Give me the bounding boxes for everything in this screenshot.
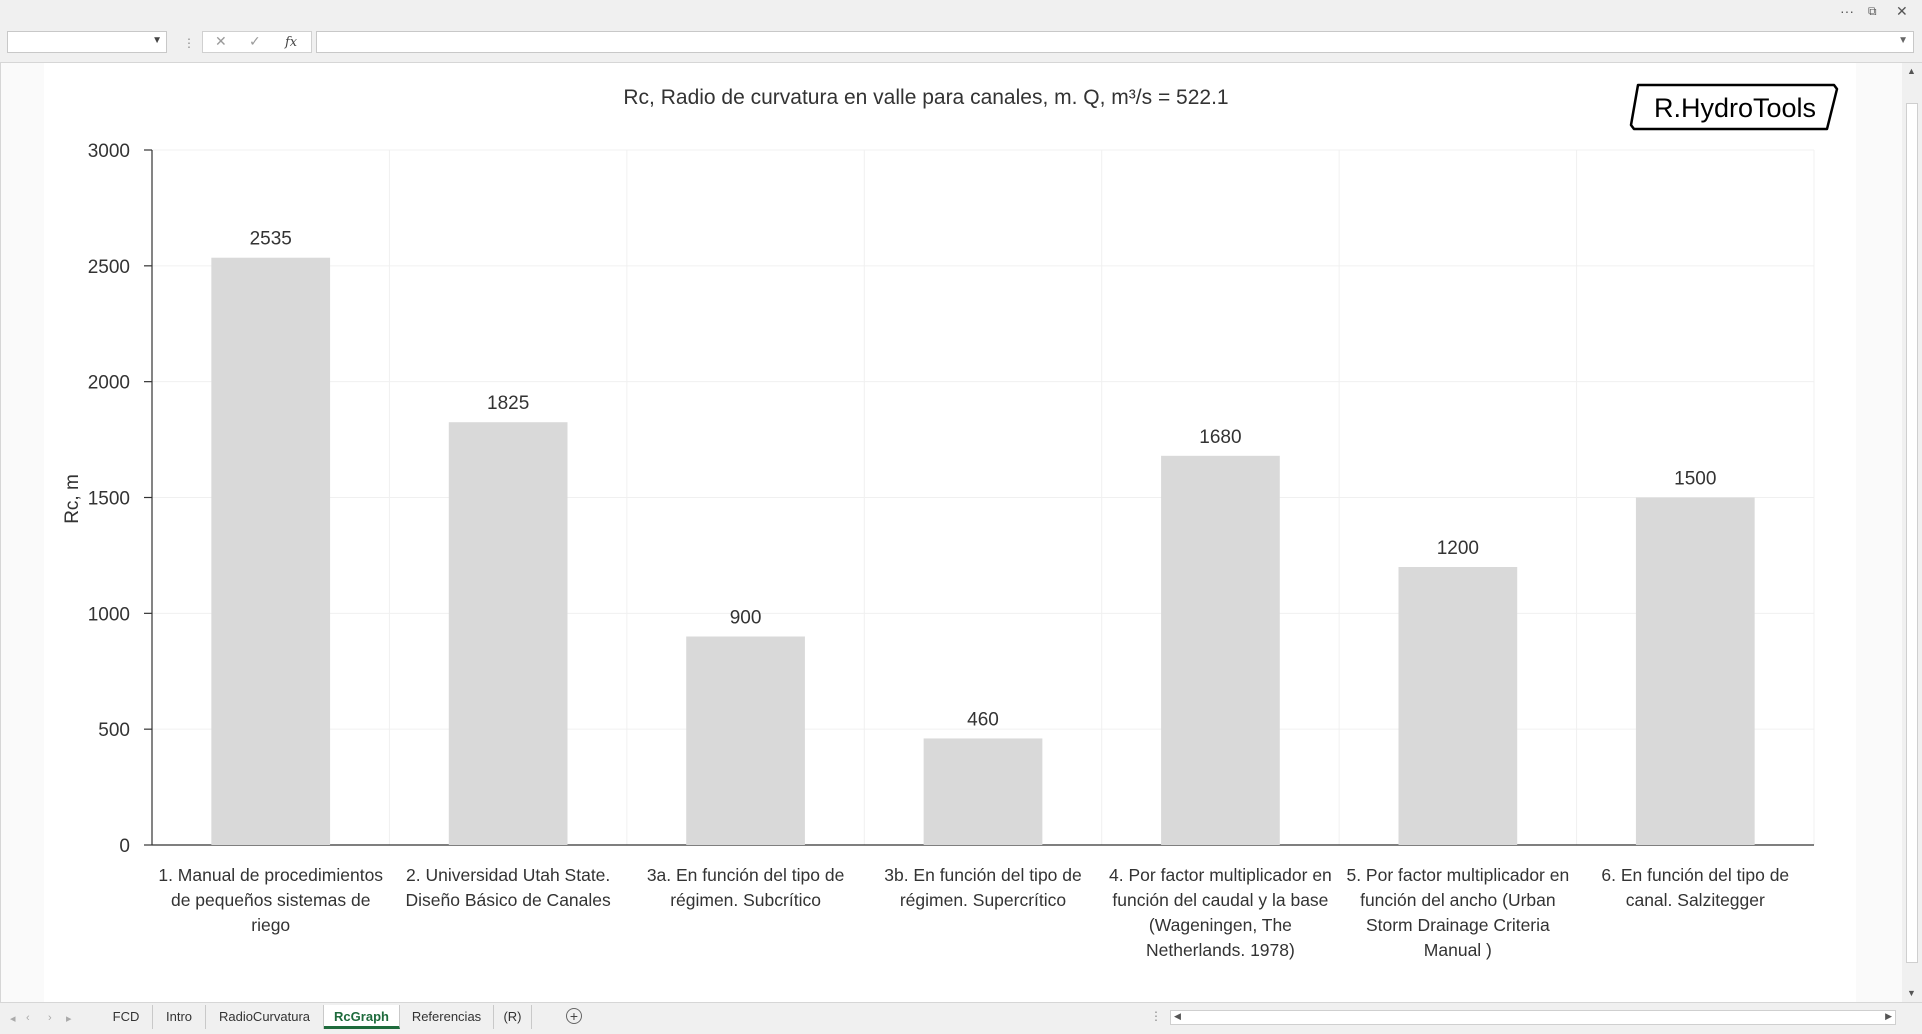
x-category-line: 4. Por factor multiplicador en: [1109, 865, 1332, 885]
expand-formula-icon[interactable]: ▼: [1898, 35, 1908, 46]
y-tick-label: 1000: [88, 604, 130, 625]
prev-sheet-icon[interactable]: ‹: [26, 1012, 30, 1024]
last-sheet-icon[interactable]: ▸: [66, 1013, 72, 1025]
cancel-icon[interactable]: ✕: [215, 34, 227, 50]
x-category-line: 3a. En función del tipo de: [647, 865, 845, 885]
ellipsis-icon[interactable]: ···: [1840, 3, 1854, 19]
bar-chart: 0 500 1000 1500 2000 2500 3000 1. Manual de pro…: [62, 83, 1839, 960]
x-category-label: 3a. En función del tipo de régimen. Subcr…: [647, 865, 845, 910]
bar[interactable]: [686, 636, 805, 846]
y-tick-label: 2500: [88, 257, 130, 278]
chevron-down-icon[interactable]: ▼: [152, 35, 162, 46]
x-category-label: 2. Universidad Utah State. Diseño Básico …: [406, 865, 612, 910]
formula-input[interactable]: ▼: [316, 31, 1914, 53]
chart-title: Rc, Radio de curvatura en valle para can…: [623, 86, 1228, 109]
x-category-line: régimen. Subcrítico: [670, 890, 821, 910]
scroll-up-icon[interactable]: ▲: [1907, 66, 1916, 76]
check-icon[interactable]: ✓: [249, 34, 261, 50]
bar-value-label: 2535: [250, 229, 292, 250]
formula-buttons: ✕ ✓ fx: [202, 31, 312, 53]
insert-function-icon[interactable]: fx: [285, 35, 298, 50]
scroll-right-icon[interactable]: ▶: [1885, 1011, 1892, 1021]
window-title-bar: ··· ⧉ ✕: [0, 0, 1922, 24]
sheet-tab-fcd[interactable]: FCD: [100, 1005, 153, 1029]
x-category-label: 6. En función del tipo de canal. Salziteg…: [1601, 865, 1789, 910]
x-category-line: función del caudal y la base: [1112, 890, 1328, 910]
name-box[interactable]: ▼: [7, 31, 167, 53]
close-icon[interactable]: ✕: [1896, 3, 1908, 19]
x-category-label: 4. Por factor multiplicador en función de…: [1109, 865, 1332, 960]
x-category-line: Netherlands. 1978): [1146, 940, 1295, 960]
next-sheet-icon[interactable]: ›: [48, 1012, 52, 1024]
bar[interactable]: [1161, 455, 1280, 845]
sheet-tab-radiocurvatura[interactable]: RadioCurvatura: [206, 1005, 324, 1029]
y-tick-label: 0: [119, 836, 130, 857]
horizontal-scrollbar[interactable]: ◀ ▶: [1170, 1010, 1896, 1025]
x-category-line: 2. Universidad Utah State.: [406, 865, 610, 885]
add-sheet-icon[interactable]: +: [566, 1008, 582, 1024]
x-category-line: 6. En función del tipo de: [1601, 865, 1789, 885]
sheet-tab-bar: ◂ ‹ › ▸ FCD Intro RadioCurvatura RcGraph Ref…: [0, 1002, 1922, 1034]
x-category-line: régimen. Supercrítico: [900, 890, 1066, 910]
logo-text: R.HydroTools: [1654, 93, 1816, 123]
restore-icon[interactable]: ⧉: [1868, 4, 1877, 18]
x-category-line: (Wageningen, The: [1149, 915, 1292, 935]
scroll-down-icon[interactable]: ▼: [1907, 988, 1916, 998]
sheet-tab-r[interactable]: (R): [494, 1005, 532, 1029]
x-category-label: 1. Manual de procedimientos de pequeños s…: [158, 865, 383, 935]
x-category-line: canal. Salzitegger: [1626, 890, 1765, 910]
bar-value-label: 1500: [1674, 469, 1716, 490]
bar-value-label: 1680: [1199, 427, 1241, 448]
formula-bar: ▼ ⋮ ✕ ✓ fx ▼: [0, 24, 1922, 63]
x-category-line: de pequeños sistemas de: [171, 890, 370, 910]
logo-frame: [1629, 83, 1839, 131]
x-category-line: riego: [251, 915, 290, 935]
y-tick-label: 500: [98, 720, 130, 741]
bar-value-label: 460: [967, 709, 999, 730]
x-category-line: 5. Por factor multiplicador en: [1346, 865, 1569, 885]
x-category-line: Manual ): [1424, 940, 1492, 960]
r-hydrotools-logo: R.HydroTools: [1629, 83, 1839, 131]
x-category-label: 5. Por factor multiplicador en función de…: [1346, 865, 1569, 960]
scroll-left-icon[interactable]: ◀: [1174, 1011, 1181, 1021]
x-category-line: Diseño Básico de Canales: [406, 890, 612, 910]
sheet-tab-rcgraph[interactable]: RcGraph: [324, 1005, 400, 1029]
bar[interactable]: [1635, 497, 1755, 846]
bar[interactable]: [211, 257, 331, 846]
first-sheet-icon[interactable]: ◂: [10, 1013, 16, 1025]
x-category-line: 1. Manual de procedimientos: [158, 865, 383, 885]
x-category-line: 3b. En función del tipo de: [884, 865, 1082, 885]
vertical-dots-icon: ⋮: [183, 36, 195, 50]
y-tick-label: 2000: [88, 373, 130, 394]
x-category-line: Storm Drainage Criteria: [1366, 915, 1550, 935]
bar[interactable]: [448, 422, 568, 845]
bar-value-label: 1825: [487, 393, 529, 414]
x-category-label: 3b. En función del tipo de régimen. Super…: [884, 865, 1082, 910]
bar-value-label: 900: [730, 608, 762, 629]
sheet-tab-referencias[interactable]: Referencias: [400, 1005, 494, 1029]
x-category-line: función del ancho (Urban: [1360, 890, 1556, 910]
sheet-tab-intro[interactable]: Intro: [153, 1005, 206, 1029]
bar-value-label: 1200: [1437, 538, 1479, 559]
y-tick-label: 3000: [88, 141, 130, 162]
worksheet-area[interactable]: 0 500 1000 1500 2000 2500 3000 1. Manual de pro…: [0, 63, 1903, 1002]
chart-area[interactable]: 0 500 1000 1500 2000 2500 3000 1. Manual de pro…: [44, 63, 1856, 1002]
vertical-dots-icon: ⋮: [1150, 1009, 1162, 1023]
bar[interactable]: [923, 738, 1043, 845]
y-axis-label: Rc, m: [62, 474, 83, 524]
y-tick-label: 1500: [88, 489, 130, 510]
vertical-scrollbar[interactable]: ▲ ▼: [1902, 63, 1922, 1002]
bar[interactable]: [1398, 567, 1518, 845]
vertical-scroll-thumb[interactable]: [1906, 103, 1918, 963]
